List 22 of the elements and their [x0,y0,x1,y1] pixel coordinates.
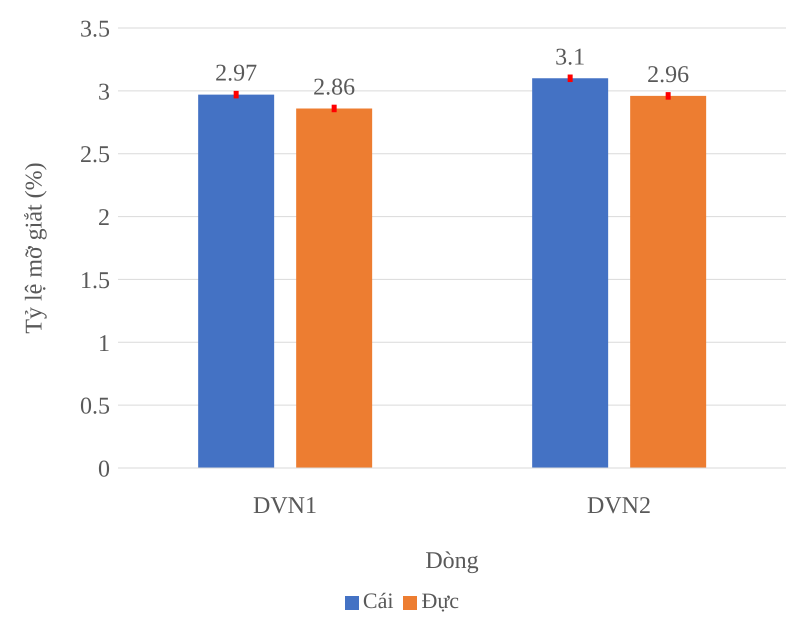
data-label: 2.86 [313,74,356,100]
data-label: 2.97 [215,60,258,87]
bar [296,108,372,468]
y-tick-label: 2 [98,205,110,232]
bar [630,96,706,468]
y-tick-label: 3 [98,79,110,106]
y-tick-label: 0.5 [80,394,110,420]
y-tick-label: 3.5 [80,16,110,43]
legend-label: Cái [362,588,394,613]
y-tick-label: 1 [98,330,110,357]
x-tick-label: DVN2 [587,493,651,520]
data-label: 2.96 [647,62,690,88]
y-tick-label: 2.5 [80,142,110,168]
bar [198,94,274,468]
x-tick-label: DVN1 [253,493,317,520]
bar [532,78,608,468]
data-label: 3.1 [555,44,586,70]
y-axis-title: Tỷ lệ mỡ giắt (%) [22,162,48,334]
x-axis-title: Dòng [425,548,479,574]
legend-label: Đực [421,588,460,613]
y-tick-label: 0 [98,456,110,483]
y-tick-label: 1.5 [80,268,110,294]
